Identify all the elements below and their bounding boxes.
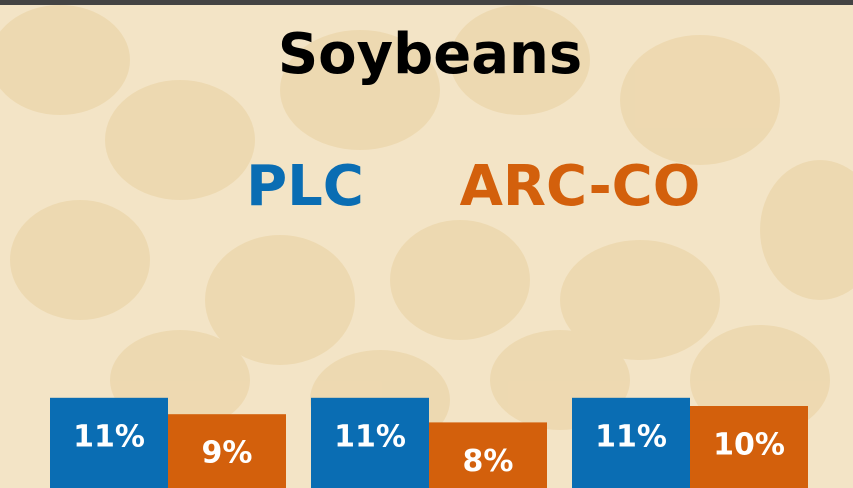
bar [572, 397, 690, 488]
value-label: 11% [334, 419, 406, 454]
bar [311, 397, 429, 488]
top-bar [0, 0, 853, 5]
chart-title: Soybeans [278, 22, 582, 87]
value-label: 8% [463, 444, 514, 479]
series-name: PLC [246, 154, 364, 219]
value-label: 11% [595, 419, 667, 454]
bar [690, 406, 808, 488]
bar [429, 422, 547, 488]
value-label: 10% [713, 428, 785, 463]
bar [168, 414, 286, 488]
value-label: 11% [73, 419, 145, 454]
value-label: 9% [202, 436, 253, 471]
bar [50, 397, 168, 488]
series-name: ARC-CO [460, 154, 701, 219]
